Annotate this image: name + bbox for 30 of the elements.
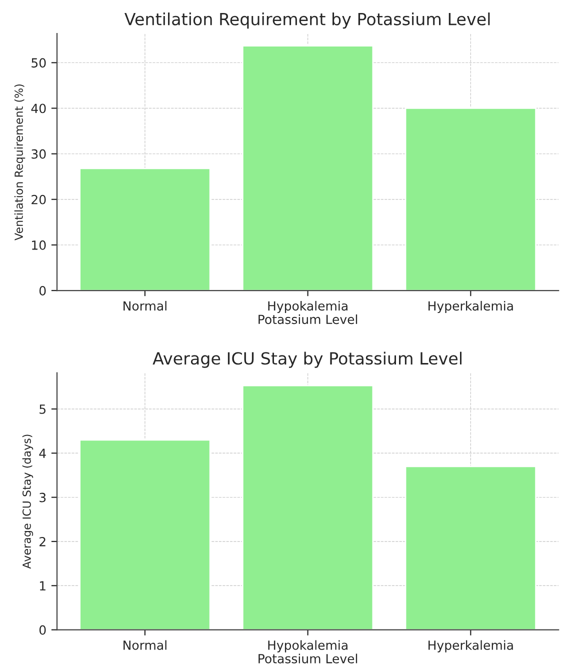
y-tick-label: 30 bbox=[32, 149, 46, 159]
y-tick-label: 2 bbox=[40, 536, 46, 546]
x-tick-label: Hypokalemia bbox=[268, 640, 348, 652]
x-tick-label: Hypokalemia bbox=[268, 300, 348, 314]
bar bbox=[404, 108, 536, 291]
y-tick-label: 20 bbox=[32, 194, 46, 204]
y-tick-label: 50 bbox=[32, 58, 46, 68]
y-tick-label: 5 bbox=[40, 404, 46, 414]
chart-title: Average ICU Stay by Potassium Level bbox=[152, 352, 462, 368]
x-tick-label: Normal bbox=[124, 640, 166, 650]
y-tick-label: 3 bbox=[40, 492, 46, 502]
bar bbox=[404, 466, 536, 630]
x-tick-label: Hyperkalemia bbox=[428, 300, 513, 314]
y-tick-label: 4 bbox=[39, 448, 46, 458]
y-tick-label: 10 bbox=[32, 240, 46, 250]
y-axis-title: Average ICU Stay (days) bbox=[22, 434, 34, 569]
bar bbox=[242, 45, 374, 291]
bar bbox=[242, 384, 374, 630]
x-tick-label: Normal bbox=[124, 300, 166, 311]
bar bbox=[79, 439, 211, 630]
x-axis-title: Potassium Level bbox=[258, 654, 358, 664]
y-tick-label: 0 bbox=[39, 625, 46, 635]
y-tick-label: 1 bbox=[40, 581, 46, 590]
x-axis-title: Potassium Level bbox=[258, 314, 358, 324]
y-axis-title: Ventilation Requirement (%) bbox=[14, 84, 26, 240]
chart-title: Ventilation Requirement by Potassium Level bbox=[124, 12, 490, 29]
bar bbox=[79, 168, 211, 291]
x-tick-label: Hyperkalemia bbox=[428, 640, 513, 652]
y-tick-label: 40 bbox=[31, 104, 46, 114]
y-tick-label: 0 bbox=[39, 286, 46, 296]
